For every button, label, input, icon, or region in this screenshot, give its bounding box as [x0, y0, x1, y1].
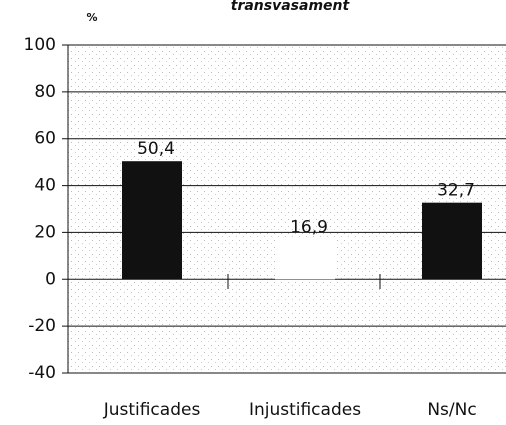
data-label: 32,7	[437, 181, 475, 201]
y-tick-label: 60	[34, 129, 56, 149]
y-tick-label: -20	[28, 316, 56, 336]
y-tick-label: 0	[45, 269, 56, 289]
y-tick-label: -40	[28, 363, 56, 383]
bar	[422, 202, 482, 280]
x-tick-label: Justificades	[103, 400, 201, 420]
x-tick-label: Ns/Nc	[427, 400, 476, 420]
bar	[122, 161, 182, 280]
y-tick-label: 40	[34, 176, 56, 196]
y-axis-label: %	[86, 11, 97, 24]
y-tick-label: 20	[34, 222, 56, 242]
y-tick-label: 100	[24, 35, 56, 55]
data-label: 50,4	[137, 139, 175, 159]
chart-title: transvasament	[231, 0, 351, 14]
data-label: 16,9	[290, 218, 328, 238]
y-tick-label: 80	[34, 82, 56, 102]
bar	[275, 239, 335, 280]
x-tick-label: Injustificades	[249, 400, 361, 420]
